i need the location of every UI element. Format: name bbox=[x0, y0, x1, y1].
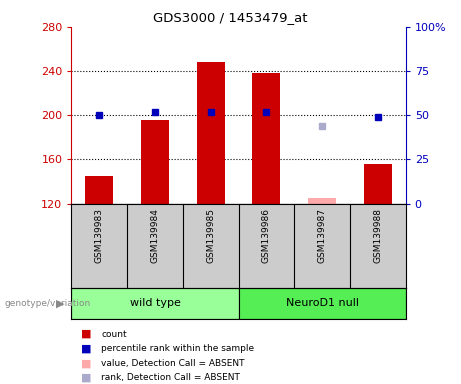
Text: ■: ■ bbox=[81, 329, 91, 339]
Text: percentile rank within the sample: percentile rank within the sample bbox=[101, 344, 254, 353]
Text: genotype/variation: genotype/variation bbox=[5, 299, 91, 308]
Bar bbox=[197, 62, 225, 204]
Text: ■: ■ bbox=[81, 373, 91, 383]
Text: GSM139987: GSM139987 bbox=[318, 208, 327, 263]
Bar bbox=[141, 120, 169, 204]
Text: count: count bbox=[101, 329, 127, 339]
Bar bbox=[253, 73, 280, 204]
Bar bbox=[85, 176, 113, 204]
Text: wild type: wild type bbox=[130, 298, 180, 308]
Bar bbox=[238, 288, 406, 319]
Bar bbox=[71, 288, 239, 319]
Text: GSM139988: GSM139988 bbox=[373, 208, 382, 263]
Text: rank, Detection Call = ABSENT: rank, Detection Call = ABSENT bbox=[101, 373, 240, 382]
Text: GSM139983: GSM139983 bbox=[95, 208, 104, 263]
Text: GSM139984: GSM139984 bbox=[150, 208, 160, 263]
Text: GSM139985: GSM139985 bbox=[206, 208, 215, 263]
Text: GDS3000 / 1453479_at: GDS3000 / 1453479_at bbox=[153, 12, 308, 25]
Text: ■: ■ bbox=[81, 358, 91, 368]
Text: ■: ■ bbox=[81, 344, 91, 354]
Bar bbox=[364, 164, 392, 204]
Text: GSM139986: GSM139986 bbox=[262, 208, 271, 263]
Bar bbox=[308, 198, 336, 204]
Text: value, Detection Call = ABSENT: value, Detection Call = ABSENT bbox=[101, 359, 245, 368]
Text: ▶: ▶ bbox=[56, 298, 65, 308]
Text: NeuroD1 null: NeuroD1 null bbox=[286, 298, 359, 308]
